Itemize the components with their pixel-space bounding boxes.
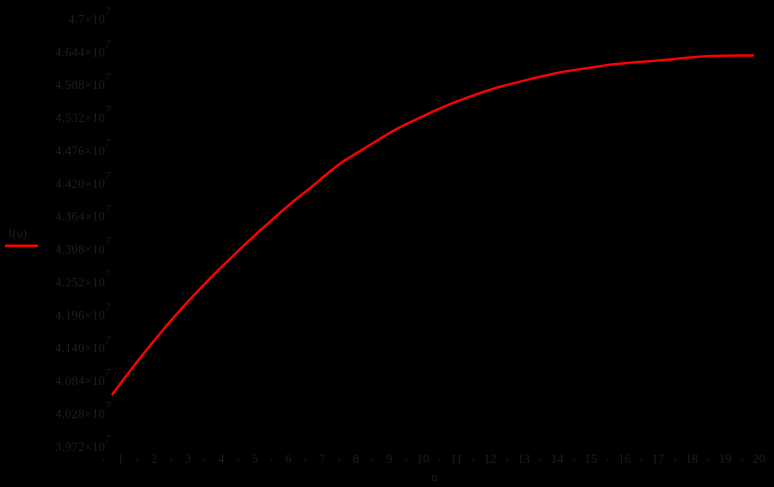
svg-text:4.252×107: 4.252×107 [55,270,111,290]
svg-text:4.028×107: 4.028×107 [55,401,111,421]
svg-text:2: 2 [151,452,157,466]
svg-text:4.532×107: 4.532×107 [55,105,111,125]
svg-text:3: 3 [185,452,191,466]
svg-text:4.308×107: 4.308×107 [55,237,111,257]
svg-text:18: 18 [685,452,698,466]
svg-text:17: 17 [652,452,665,466]
svg-text:15: 15 [585,452,598,466]
svg-text:19: 19 [719,452,732,466]
svg-text:4.364×107: 4.364×107 [55,204,111,224]
svg-text:16: 16 [618,452,631,466]
svg-text:12: 12 [484,452,497,466]
svg-text:10: 10 [417,452,430,466]
svg-text:3.972×107: 3.972×107 [55,434,111,454]
svg-text:4.476×107: 4.476×107 [55,138,111,158]
svg-text:13: 13 [517,452,530,466]
svg-text:8: 8 [353,452,359,466]
svg-text:20: 20 [753,452,766,466]
svg-text:4.644×107: 4.644×107 [55,39,111,59]
svg-text:4.588×107: 4.588×107 [55,72,111,92]
svg-text:4.196×107: 4.196×107 [55,302,111,322]
svg-text:9: 9 [386,452,392,466]
svg-text:1: 1 [117,452,123,466]
svg-text:4.420×107: 4.420×107 [55,171,111,191]
svg-text:6: 6 [285,452,291,466]
svg-text:7: 7 [319,452,325,466]
svg-text:4.7×107: 4.7×107 [68,7,111,27]
svg-text:5: 5 [252,452,258,466]
svg-text:11: 11 [450,452,462,466]
svg-text:4: 4 [218,452,225,466]
svg-text:4.084×107: 4.084×107 [55,368,111,388]
svg-text:u: u [431,470,438,484]
svg-text:4.140×107: 4.140×107 [55,335,111,355]
svg-text:f(u): f(u) [8,227,27,241]
svg-text:14: 14 [551,452,564,466]
